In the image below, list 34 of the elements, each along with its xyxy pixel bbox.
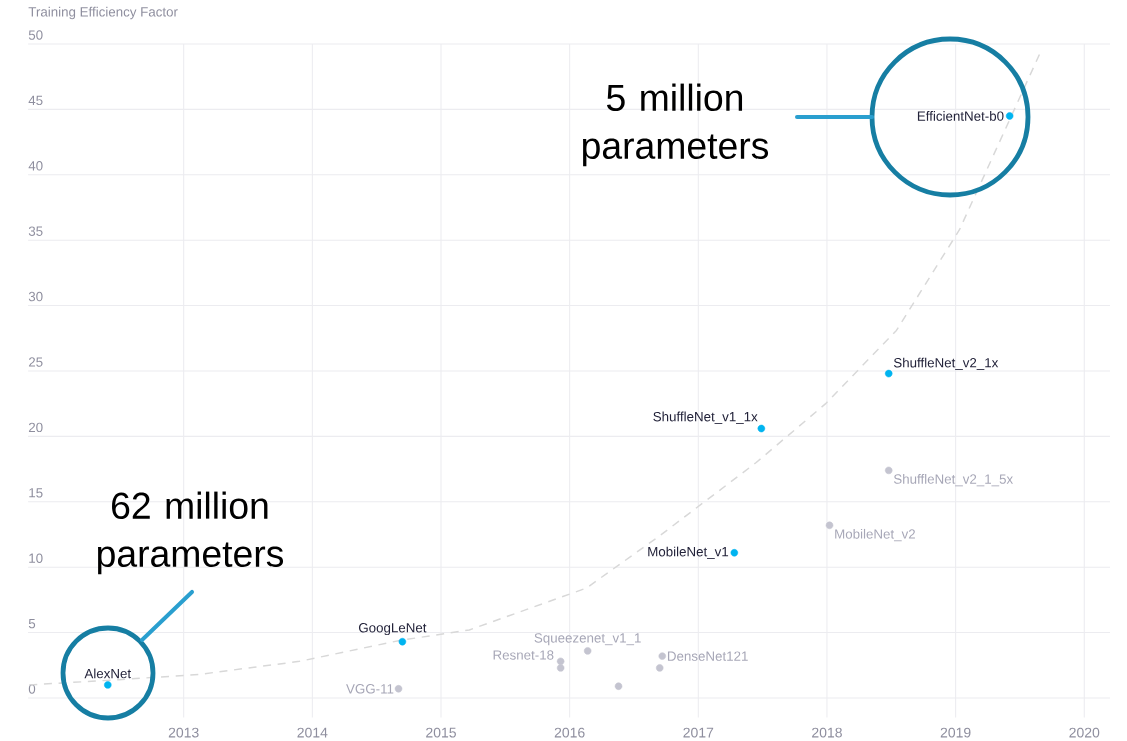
y-tick-label: 30 — [28, 291, 43, 302]
data-label: MobileNet_v2 — [835, 528, 915, 542]
x-tick-label: 2015 — [426, 727, 456, 738]
x-tick-label: 2018 — [812, 727, 842, 738]
y-tick-label: 25 — [28, 357, 43, 367]
y-tick-label: 5 — [28, 618, 36, 629]
data-label: Squeezenet_v1_1 — [534, 633, 641, 646]
data-label: MobileNet_v1 — [648, 546, 729, 559]
data-label: GoogLeNet — [358, 623, 427, 636]
data-label: DenseNet121 — [667, 651, 748, 661]
x-tick-label: 2016 — [554, 727, 585, 738]
x-tick-label: 2014 — [297, 727, 328, 738]
data-label: AlexNet — [84, 668, 132, 679]
y-tick-label: 20 — [28, 422, 43, 433]
data-label: Resnet-18 — [493, 650, 554, 660]
y-axis-title: Training Efficiency Factor — [28, 6, 178, 20]
annotation: 5 million parameters — [583, 83, 769, 167]
y-tick-label: 40 — [28, 161, 43, 171]
data-label: VGG-11 — [346, 684, 394, 694]
y-tick-label: 15 — [29, 488, 43, 498]
annotation: 62 million parameters — [98, 491, 284, 575]
data-label: EfficientNet-b0 — [917, 111, 1004, 121]
x-tick-label: 2019 — [940, 727, 971, 738]
data-label: ShuffleNet_v2_1_5x — [893, 473, 1013, 487]
x-tick-label: 2020 — [1069, 727, 1100, 738]
y-tick-label: 10 — [29, 553, 43, 563]
data-label: ShuffleNet_v1_1x — [653, 411, 758, 424]
y-tick-label: 35 — [28, 226, 43, 236]
y-tick-label: 50 — [28, 30, 43, 40]
y-tick-label: 45 — [28, 95, 43, 106]
x-tick-label: 2013 — [168, 727, 199, 738]
data-label: ShuffleNet_v2_1x — [893, 357, 999, 370]
x-tick-label: 2017 — [683, 727, 714, 738]
y-tick-label: 0 — [28, 684, 36, 694]
